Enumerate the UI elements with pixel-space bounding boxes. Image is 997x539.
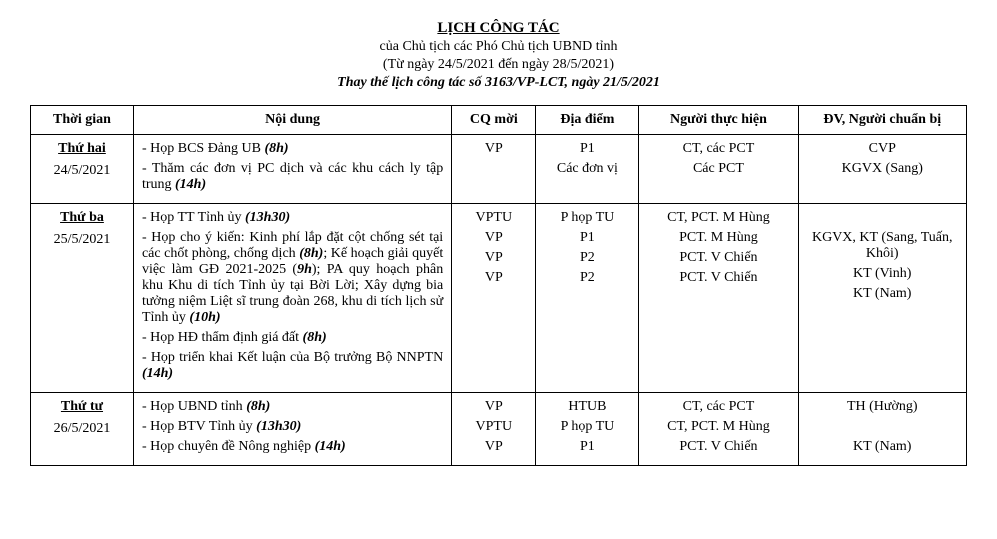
col-time: Thời gian	[31, 106, 134, 135]
content-time: (8h)	[303, 330, 327, 345]
title-range: (Từ ngày 24/5/2021 đến ngày 28/5/2021)	[30, 57, 967, 73]
dv-cell-item: KT (Nam)	[807, 439, 959, 455]
diadiem-cell: HTUB P họp TU P1	[536, 393, 639, 466]
diadiem-cell-item: P họp TU	[544, 210, 630, 226]
content-time: (14h)	[175, 177, 206, 192]
nguoith-cell-item: CT, PCT. M Hùng	[647, 419, 789, 435]
nguoith-cell-item: PCT. V Chiến	[647, 270, 789, 286]
diadiem-cell-item: P1	[544, 230, 630, 246]
day-name: Thứ hai	[39, 141, 125, 157]
diadiem-cell-item: P1	[544, 439, 630, 455]
nguoith-cell: CT, các PCT Các PCT	[639, 135, 798, 204]
dv-cell-item: TH (Hường)	[807, 399, 959, 415]
dv-cell-item	[807, 419, 959, 435]
diadiem-cell-item: HTUB	[544, 399, 630, 415]
dv-cell: TH (Hường) KT (Nam)	[798, 393, 967, 466]
cqmoi-cell: VP VPTU VP	[452, 393, 536, 466]
content-item: - Họp chuyên đề Nông nghiệp (14h)	[142, 439, 443, 455]
content-cell: - Họp BCS Đảng UB (8h) - Thăm các đơn vị …	[133, 135, 451, 204]
day-date: 25/5/2021	[39, 232, 125, 248]
cqmoi-cell: VP	[452, 135, 536, 204]
dv-cell-item: KGVX (Sang)	[807, 161, 959, 177]
dv-cell-item: KT (Vinh)	[807, 266, 959, 282]
content-item: - Họp triển khai Kết luận của Bộ trưởng …	[142, 350, 443, 382]
diadiem-cell: P họp TU P1 P2 P2	[536, 204, 639, 393]
table-header-row: Thời gian Nội dung CQ mời Địa điểm Người…	[31, 106, 967, 135]
cqmoi-cell-item: VP	[460, 250, 527, 266]
content-cell: - Họp TT Tỉnh ủy (13h30) - Họp cho ý kiến…	[133, 204, 451, 393]
content-item: - Thăm các đơn vị PC dịch và các khu các…	[142, 161, 443, 193]
table-row: Thứ tư26/5/2021- Họp UBND tỉnh (8h)- Họp…	[31, 393, 967, 466]
col-diadiem: Địa điểm	[536, 106, 639, 135]
day-date: 24/5/2021	[39, 163, 125, 179]
day-name: Thứ ba	[39, 210, 125, 226]
dv-cell-item: KT (Nam)	[807, 286, 959, 302]
content-item: - Họp TT Tỉnh ủy (13h30)	[142, 210, 443, 226]
table-body: Thứ hai24/5/2021- Họp BCS Đảng UB (8h)- …	[31, 135, 967, 466]
nguoith-cell-item: PCT. M Hùng	[647, 230, 789, 246]
nguoith-cell: CT, PCT. M Hùng PCT. M Hùng PCT. V Chiến PC…	[639, 204, 798, 393]
content-item: - Họp HĐ thẩm định giá đất (8h)	[142, 330, 443, 346]
content-time: (14h)	[315, 439, 346, 454]
content-time: (8h)	[264, 141, 288, 156]
cqmoi-cell-item: VPTU	[460, 419, 527, 435]
nguoith-cell: CT, các PCT CT, PCT. M Hùng PCT. V Chiến	[639, 393, 798, 466]
document-header: LỊCH CÔNG TÁC của Chủ tịch các Phó Chủ t…	[30, 20, 967, 91]
cqmoi-cell-item: VP	[460, 399, 527, 415]
nguoith-cell-item: PCT. V Chiến	[647, 439, 789, 455]
day-cell: Thứ ba 25/5/2021	[31, 204, 134, 393]
cqmoi-cell-item: VP	[460, 230, 527, 246]
day-cell: Thứ tư 26/5/2021	[31, 393, 134, 466]
cqmoi-cell: VPTU VP VP VP	[452, 204, 536, 393]
cqmoi-cell-item: VP	[460, 439, 527, 455]
day-cell: Thứ hai 24/5/2021	[31, 135, 134, 204]
col-cqmoi: CQ mời	[452, 106, 536, 135]
diadiem-cell-item: P1	[544, 141, 630, 157]
col-dv: ĐV, Người chuẩn bị	[798, 106, 967, 135]
cqmoi-cell-item: VPTU	[460, 210, 527, 226]
dv-cell-item: CVP	[807, 141, 959, 157]
content-time: (8h)	[246, 399, 270, 414]
diadiem-cell-item: P họp TU	[544, 419, 630, 435]
content-time: (13h30)	[256, 419, 301, 434]
title-replace: Thay thế lịch công tác số 3163/VP-LCT, n…	[30, 75, 967, 91]
nguoith-cell-item: CT, PCT. M Hùng	[647, 210, 789, 226]
dv-cell: KGVX, KT (Sang, Tuấn, Khôi) KT (Vinh) KT (…	[798, 204, 967, 393]
content-item: - Họp UBND tỉnh (8h)	[142, 399, 443, 415]
nguoith-cell-item: CT, các PCT	[647, 399, 789, 415]
content-time: (14h)	[142, 366, 173, 381]
col-nguoith: Người thực hiện	[639, 106, 798, 135]
dv-cell-item: KGVX, KT (Sang, Tuấn, Khôi)	[807, 230, 959, 262]
content-cell: - Họp UBND tỉnh (8h) - Họp BTV Tỉnh ủy (1…	[133, 393, 451, 466]
diadiem-cell: P1 Các đơn vị	[536, 135, 639, 204]
title-sub: của Chủ tịch các Phó Chủ tịch UBND tỉnh	[30, 39, 967, 55]
cqmoi-cell-item: VP	[460, 270, 527, 286]
col-noidung: Nội dung	[133, 106, 451, 135]
content-item: - Họp BTV Tỉnh ủy (13h30)	[142, 419, 443, 435]
schedule-table: Thời gian Nội dung CQ mời Địa điểm Người…	[30, 105, 967, 466]
dv-cell: CVP KGVX (Sang)	[798, 135, 967, 204]
table-row: Thứ ba25/5/2021- Họp TT Tỉnh ủy (13h30)-…	[31, 204, 967, 393]
nguoith-cell-item: PCT. V Chiến	[647, 250, 789, 266]
day-name: Thứ tư	[39, 399, 125, 415]
table-row: Thứ hai24/5/2021- Họp BCS Đảng UB (8h)- …	[31, 135, 967, 204]
diadiem-cell-item: P2	[544, 250, 630, 266]
content-time: (13h30)	[245, 210, 290, 225]
title-main: LỊCH CÔNG TÁC	[30, 20, 967, 37]
day-date: 26/5/2021	[39, 421, 125, 437]
content-item: - Họp BCS Đảng UB (8h)	[142, 141, 443, 157]
content-item: - Họp cho ý kiến: Kinh phí lắp đặt cột c…	[142, 230, 443, 326]
dv-cell-item	[807, 210, 959, 226]
cqmoi-cell-item: VP	[460, 141, 527, 157]
nguoith-cell-item: Các PCT	[647, 161, 789, 177]
diadiem-cell-item: Các đơn vị	[544, 161, 630, 177]
cqmoi-cell-item	[460, 161, 527, 177]
diadiem-cell-item: P2	[544, 270, 630, 286]
nguoith-cell-item: CT, các PCT	[647, 141, 789, 157]
